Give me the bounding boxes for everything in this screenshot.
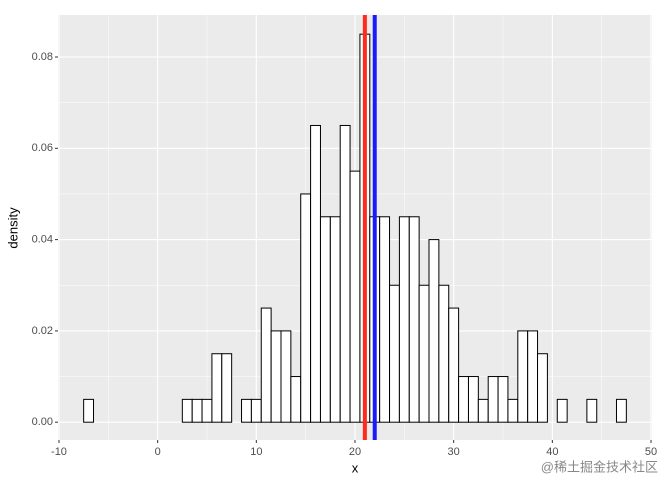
bar: [497, 376, 509, 423]
bar: [556, 398, 568, 423]
y-tick-label: 0.06: [32, 142, 53, 154]
y-tick-label: 0.00: [32, 416, 53, 428]
x-tick-label: 40: [546, 446, 558, 458]
bar: [487, 376, 499, 423]
x-axis-title: x: [352, 460, 359, 475]
bar: [83, 398, 95, 423]
bar: [448, 307, 460, 423]
bar: [339, 124, 351, 423]
y-axis-title: density: [5, 207, 20, 249]
bar: [290, 376, 302, 423]
y-tick-label: 0.04: [32, 234, 53, 246]
x-tick-label: 0: [155, 446, 161, 458]
bar: [517, 330, 529, 423]
y-tick-label: 0.02: [32, 325, 53, 337]
x-tick-label: -10: [51, 446, 67, 458]
bar: [181, 398, 193, 423]
bar: [398, 216, 410, 423]
x-tick-label: 50: [645, 446, 657, 458]
bar: [250, 398, 262, 423]
bar: [300, 193, 312, 423]
bar: [349, 170, 361, 423]
bar: [477, 398, 489, 423]
x-tick-label: 20: [349, 446, 361, 458]
bar: [537, 353, 548, 423]
bar: [310, 124, 321, 423]
bar: [211, 353, 223, 423]
bar: [458, 376, 469, 423]
bar: [418, 284, 430, 423]
x-tick-label: 10: [250, 446, 262, 458]
watermark: @稀土掘金技术社区: [541, 459, 658, 474]
bar: [260, 307, 272, 423]
bar: [507, 398, 519, 423]
bar: [379, 216, 391, 423]
bar: [586, 398, 598, 423]
bar: [428, 239, 440, 423]
bar: [527, 330, 539, 423]
bar: [467, 376, 479, 423]
bar: [615, 398, 627, 423]
bar: [438, 284, 450, 423]
bar: [389, 284, 400, 423]
bar: [408, 216, 420, 423]
y-tick-label: 0.08: [32, 51, 53, 63]
bar: [329, 216, 341, 423]
bar: [319, 216, 331, 423]
bar: [221, 353, 233, 423]
x-tick-label: 30: [448, 446, 460, 458]
bar: [201, 398, 213, 423]
bar: [270, 330, 282, 423]
bar: [241, 398, 252, 423]
bar: [280, 330, 292, 423]
bar: [191, 398, 203, 423]
